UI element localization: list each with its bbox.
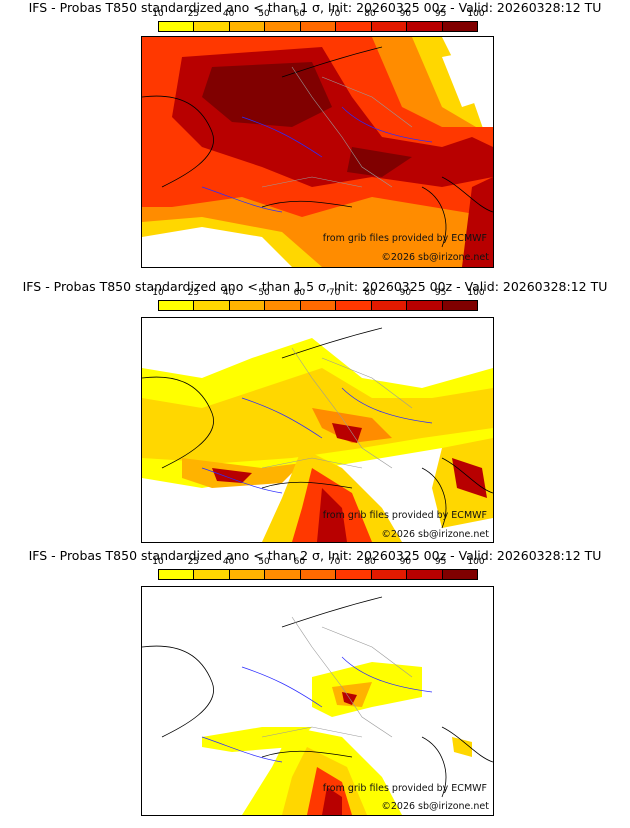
colorbar-tick-label: 90 [399, 557, 412, 567]
probability-map: from grib files provided by ECMWF ©2026 … [141, 586, 494, 816]
colorbar-tick-label: 80 [364, 557, 376, 567]
colorbar-segment [407, 301, 443, 310]
colorbar-tick-label: 50 [258, 9, 270, 19]
colorbar-tick-label: 60 [293, 557, 306, 567]
colorbar-tick-label: 100 [467, 288, 485, 298]
colorbar-segment [265, 22, 301, 31]
panel-title: IFS - Probas T850 standardized ano < tha… [28, 0, 602, 15]
colorbar-segment [336, 570, 372, 579]
colorbar-segment [194, 570, 230, 579]
colorbar-segment [229, 570, 266, 579]
probability-map: from grib files provided by ECMWF ©2026 … [141, 36, 494, 268]
probability-map: from grib files provided by ECMWF ©2026 … [141, 317, 494, 543]
colorbar-ticks: 10 25 40 50 60 70 80 90 95 100 [152, 9, 484, 21]
colorbar-segment [229, 301, 266, 310]
panel-title: IFS - Probas T850 standardized ano < tha… [28, 548, 602, 563]
colorbar-segment [407, 22, 443, 31]
colorbar-segment [159, 22, 195, 31]
colorbar-segment [371, 22, 408, 31]
colorbar-tick-label: 90 [399, 288, 412, 298]
colorbar-tick-label: 25 [187, 9, 200, 19]
copyright-credit: ©2026 sb@irizone.net [381, 801, 489, 812]
colorbar-segment [265, 301, 301, 310]
colorbar-segment [194, 301, 230, 310]
colorbar-tick-label: 95 [434, 557, 447, 567]
colorbar-ticks: 10 25 40 50 60 70 80 90 95 100 [152, 557, 484, 569]
colorbar-segment [442, 22, 477, 31]
colorbar-tick-label: 70 [328, 9, 341, 19]
colorbar [158, 21, 478, 32]
colorbar-segment [442, 301, 477, 310]
colorbar-tick-label: 50 [258, 288, 270, 298]
colorbar-tick-label: 50 [258, 557, 270, 567]
colorbar-segment [371, 570, 408, 579]
colorbar-segment [336, 301, 372, 310]
colorbar-tick-label: 100 [467, 9, 485, 19]
map-panel-3: IFS - Probas T850 standardized ano < tha… [0, 548, 630, 828]
map-panel-2: IFS - Probas T850 standardized ano < tha… [0, 279, 630, 547]
map-panel-1: IFS - Probas T850 standardized ano < tha… [0, 0, 630, 276]
colorbar-tick-label: 100 [467, 557, 485, 567]
colorbar-tick-label: 10 [152, 557, 164, 567]
colorbar-tick-label: 70 [328, 557, 341, 567]
colorbar-segment [442, 570, 477, 579]
colorbar-tick-label: 40 [222, 288, 235, 298]
colorbar-tick-label: 10 [152, 288, 164, 298]
colorbar-tick-label: 60 [293, 9, 306, 19]
source-credit: from grib files provided by ECMWF [322, 233, 487, 244]
colorbar-tick-label: 80 [364, 288, 376, 298]
colorbar-tick-label: 25 [187, 288, 200, 298]
colorbar [158, 300, 478, 311]
panel-title: IFS - Probas T850 standardized ano < tha… [22, 279, 608, 294]
colorbar-segment [300, 570, 337, 579]
colorbar-tick-label: 10 [152, 9, 164, 19]
colorbar-tick-label: 70 [328, 288, 341, 298]
colorbar-tick-label: 60 [293, 288, 306, 298]
colorbar-tick-label: 95 [434, 288, 447, 298]
colorbar-segment [229, 22, 266, 31]
colorbar-tick-label: 40 [222, 9, 235, 19]
source-credit: from grib files provided by ECMWF [322, 783, 487, 794]
colorbar-tick-label: 25 [187, 557, 200, 567]
colorbar-segment [194, 22, 230, 31]
colorbar-tick-label: 95 [434, 9, 447, 19]
colorbar-tick-label: 40 [222, 557, 235, 567]
colorbar-segment [336, 22, 372, 31]
colorbar-segment [159, 570, 195, 579]
colorbar-segment [265, 570, 301, 579]
colorbar-ticks: 10 25 40 50 60 70 80 90 95 100 [152, 288, 484, 300]
colorbar-tick-label: 90 [399, 9, 412, 19]
colorbar-segment [371, 301, 408, 310]
colorbar-tick-label: 80 [364, 9, 376, 19]
colorbar-segment [407, 570, 443, 579]
copyright-credit: ©2026 sb@irizone.net [381, 529, 489, 540]
colorbar-segment [300, 301, 337, 310]
colorbar-segment [159, 301, 195, 310]
copyright-credit: ©2026 sb@irizone.net [381, 252, 489, 263]
colorbar-segment [300, 22, 337, 31]
colorbar [158, 569, 478, 580]
source-credit: from grib files provided by ECMWF [322, 510, 487, 521]
